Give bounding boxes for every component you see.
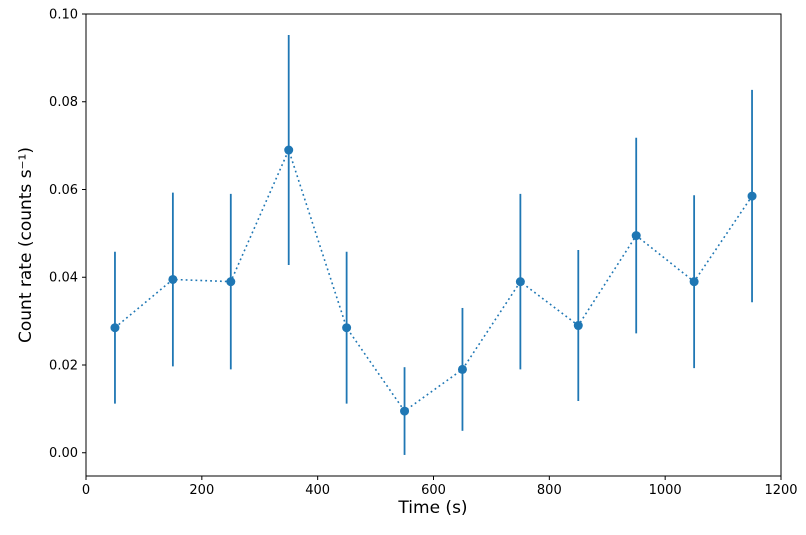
data-point — [284, 145, 294, 155]
data-point — [342, 323, 352, 333]
x-tick-label: 600 — [421, 483, 446, 498]
data-point — [168, 274, 178, 284]
data-point — [226, 277, 236, 287]
x-tick-label: 0 — [82, 483, 90, 498]
data-point — [689, 277, 699, 287]
data-point — [515, 277, 525, 287]
x-axis-label: Time (s) — [398, 498, 468, 518]
y-axis-label: Count rate (counts s⁻¹) — [16, 147, 36, 343]
x-tick-label: 800 — [537, 483, 562, 498]
x-tick-label: 1000 — [649, 483, 682, 498]
data-line — [114, 147, 753, 413]
data-point — [573, 321, 583, 331]
data-point — [747, 191, 757, 201]
y-tick-label: 0.00 — [49, 446, 78, 461]
data-point — [400, 406, 410, 416]
data-point — [457, 364, 467, 374]
y-tick-label: 0.02 — [49, 358, 78, 373]
y-tick-label: 0.10 — [49, 8, 78, 23]
y-tick-label: 0.04 — [49, 271, 78, 286]
data-point — [110, 323, 120, 333]
data-point — [631, 231, 641, 241]
axes-frame — [85, 13, 782, 477]
y-tick-label: 0.08 — [49, 95, 78, 110]
y-tick-label: 0.06 — [49, 183, 78, 198]
x-tick-label: 200 — [189, 483, 214, 498]
x-tick-label: 400 — [305, 483, 330, 498]
x-tick-label: 1200 — [764, 483, 797, 498]
